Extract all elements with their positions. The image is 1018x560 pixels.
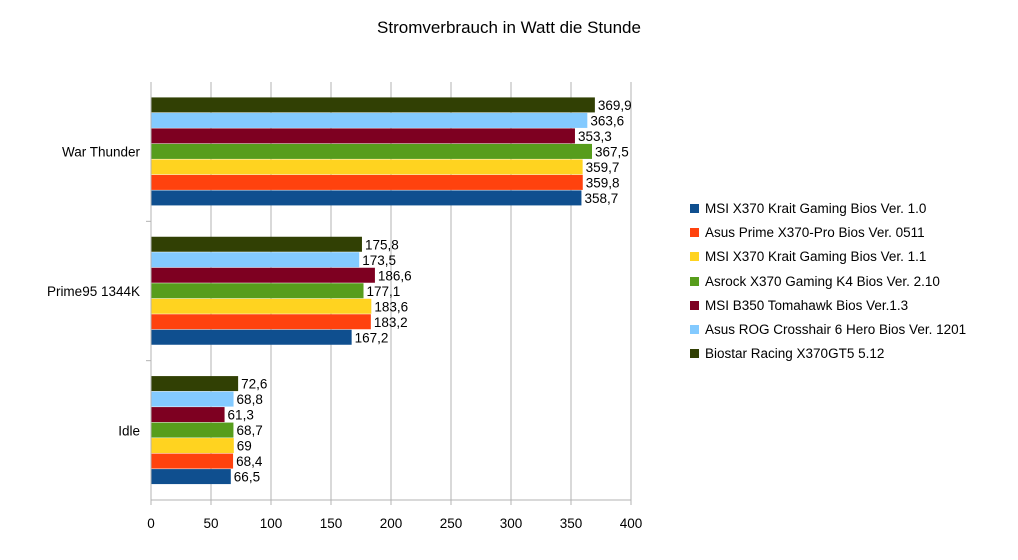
- x-tick-label: 300: [500, 516, 523, 531]
- legend-item: Biostar Racing X370GT5 5.12: [690, 342, 966, 366]
- bar: [151, 283, 364, 299]
- data-label: 68,8: [237, 392, 263, 407]
- legend-item: MSI B350 Tomahawk Bios Ver.1.3: [690, 293, 966, 317]
- x-tick-label: 0: [147, 516, 155, 531]
- data-label: 183,6: [374, 299, 408, 314]
- bar: [151, 453, 234, 469]
- data-label: 69: [237, 439, 252, 454]
- legend-label: MSI X370 Krait Gaming Bios Ver. 1.0: [705, 200, 927, 216]
- legend-label: Asus Prime X370-Pro Bios Ver. 0511: [705, 224, 925, 240]
- bar: [151, 112, 588, 128]
- x-tick-label: 200: [380, 516, 403, 531]
- bar: [151, 159, 583, 175]
- legend-swatch: [690, 203, 699, 213]
- data-label: 359,8: [586, 175, 620, 190]
- x-tick-label: 250: [440, 516, 463, 531]
- bar: [151, 190, 582, 206]
- legend-item: Asus ROG Crosshair 6 Hero Bios Ver. 1201: [690, 317, 966, 341]
- bar: [151, 391, 234, 407]
- bar: [151, 422, 234, 438]
- bar: [151, 329, 352, 345]
- legend-swatch: [690, 349, 699, 359]
- legend-swatch: [690, 252, 699, 262]
- chart-title: Stromverbrauch in Watt die Stunde: [377, 18, 641, 37]
- data-label: 183,2: [374, 315, 408, 330]
- bar: [151, 236, 362, 252]
- data-label: 72,6: [241, 377, 267, 392]
- bar: [151, 252, 360, 268]
- bar: [151, 174, 583, 190]
- legend-label: Biostar Racing X370GT5 5.12: [705, 346, 885, 362]
- legend-swatch: [690, 300, 699, 310]
- legend-item: Asrock X370 Gaming K4 Bios Ver. 2.10: [690, 269, 966, 293]
- bar: [151, 376, 239, 392]
- bar: [151, 143, 592, 159]
- data-label: 167,2: [355, 330, 389, 345]
- x-tick-label: 100: [260, 516, 283, 531]
- legend-item: MSI X370 Krait Gaming Bios Ver. 1.0: [690, 196, 966, 220]
- category-label: War Thunder: [62, 145, 141, 160]
- legend-item: Asus Prime X370-Pro Bios Ver. 0511: [690, 220, 966, 244]
- category-label: Prime95 1344K: [47, 284, 140, 299]
- legend-swatch: [690, 227, 699, 237]
- data-label: 358,7: [584, 191, 618, 206]
- x-tick-label: 150: [320, 516, 343, 531]
- axes: 0 50 100 150 200 250 300 350 400 War Thunder Prime…: [47, 82, 642, 531]
- category-label: Idle: [118, 423, 140, 438]
- legend-item: MSI X370 Krait Gaming Bios Ver. 1.1: [690, 245, 966, 269]
- data-label: 61,3: [228, 408, 254, 423]
- legend-label: MSI B350 Tomahawk Bios Ver.1.3: [705, 297, 909, 313]
- legend: MSI X370 Krait Gaming Bios Ver. 1.0 Asus …: [690, 196, 966, 366]
- bar: [151, 128, 575, 144]
- x-tick-label: 350: [560, 516, 583, 531]
- data-label: 68,7: [236, 423, 262, 438]
- bars: [151, 97, 595, 485]
- data-label: 173,5: [362, 253, 396, 268]
- data-label: 68,4: [236, 454, 263, 469]
- data-label: 363,6: [590, 113, 624, 128]
- bar: [151, 469, 231, 485]
- bar: [151, 407, 225, 423]
- legend-swatch: [690, 276, 699, 286]
- legend-label: Asus ROG Crosshair 6 Hero Bios Ver. 1201: [705, 322, 967, 338]
- data-label: 66,5: [234, 470, 260, 485]
- data-label: 186,6: [378, 268, 412, 283]
- bar: [151, 298, 372, 314]
- data-label: 359,7: [586, 160, 620, 175]
- data-label: 175,8: [365, 237, 399, 252]
- data-label: 177,1: [367, 284, 401, 299]
- data-label: 353,3: [578, 129, 612, 144]
- data-label: 369,9: [598, 98, 632, 113]
- bar: [151, 438, 234, 454]
- bar: [151, 267, 375, 283]
- bar: [151, 314, 371, 330]
- legend-label: MSI X370 Krait Gaming Bios Ver. 1.1: [705, 249, 927, 265]
- x-tick-label: 50: [203, 516, 218, 531]
- x-tick-label: 400: [620, 516, 643, 531]
- legend-swatch: [690, 325, 699, 335]
- data-label: 367,5: [595, 144, 629, 159]
- legend-label: Asrock X370 Gaming K4 Bios Ver. 2.10: [705, 273, 940, 289]
- bar: [151, 97, 595, 113]
